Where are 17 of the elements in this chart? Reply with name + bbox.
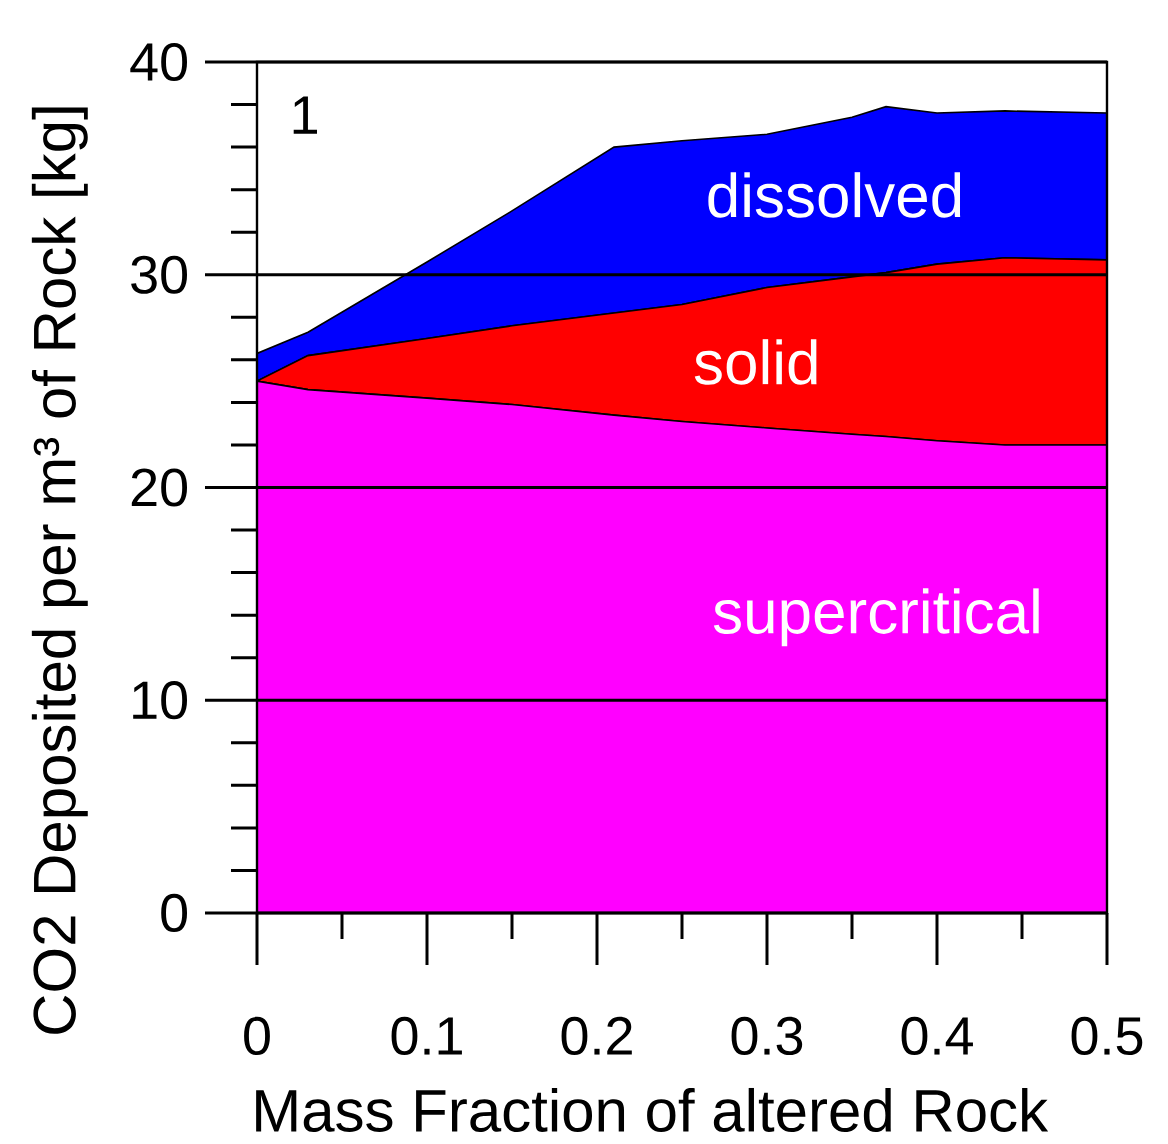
y-tick-label: 10 xyxy=(133,681,188,720)
x-tick-label: 0.2 xyxy=(561,1016,632,1056)
x-tick-label: 0.1 xyxy=(391,1016,462,1056)
y-axis-title: CO2 Deposited per m³ of Rock [kg] xyxy=(31,107,88,1034)
series-label: supercritical xyxy=(713,588,1039,647)
x-tick-label: 0 xyxy=(244,1016,270,1056)
y-tick-label: 40 xyxy=(130,42,188,82)
series-label: solid xyxy=(694,339,817,385)
series-label: dissolved xyxy=(708,172,961,218)
x-tick-label: 0.3 xyxy=(731,1016,803,1056)
y-tick-label: 30 xyxy=(131,255,188,294)
x-tick-label: 0.5 xyxy=(1071,1016,1143,1056)
y-tick-label: 0 xyxy=(161,893,188,933)
annotation: 1 xyxy=(293,96,317,134)
y-tick-label: 20 xyxy=(131,468,188,507)
x-axis-title: Mass Fraction of altered Rock xyxy=(256,1087,1049,1133)
x-tick-label: 0.4 xyxy=(901,1016,973,1056)
